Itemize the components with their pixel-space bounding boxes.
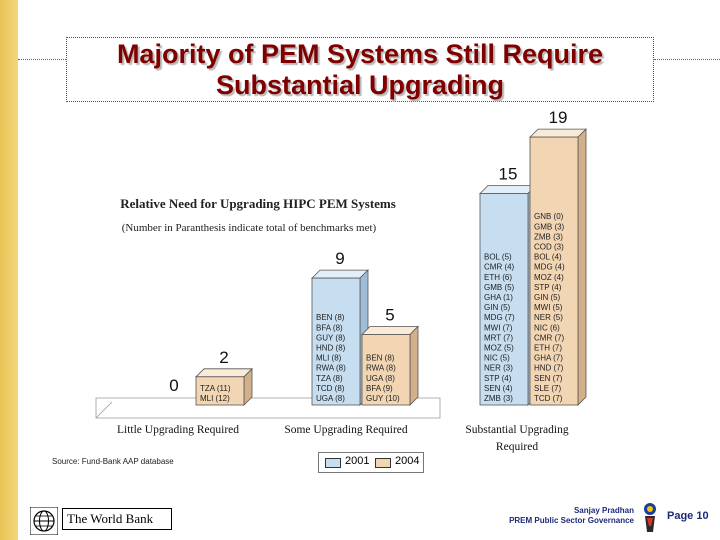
slide-title-line-1: Majority of PEM Systems Still Require (116, 39, 604, 69)
country-label-2001-1-8: UGA (8) (316, 394, 345, 403)
bar-side-2004-1 (409, 325, 419, 406)
country-label-2001-2-3: GMB (5) (484, 283, 515, 292)
title-rule-right (654, 59, 720, 60)
slide-title-line-2: Substantial Upgrading (215, 70, 504, 100)
country-label-2001-1-4: MLI (8) (316, 354, 342, 363)
world-bank-globe-icon (30, 507, 58, 535)
country-label-2004-2-4: BOL (4) (534, 253, 562, 262)
chart-subtitle: (Number in Paranthesis indicate total of… (122, 222, 377, 234)
country-label-2004-2-1: GMB (3) (534, 222, 565, 231)
country-label-2004-1-2: UGA (8) (366, 374, 395, 383)
chart-floor-edge (95, 401, 113, 419)
country-label-2004-1-1: RWA (8) (366, 364, 396, 373)
bar-side-2004-2 (577, 128, 587, 406)
country-label-2004-2-13: ETH (7) (534, 344, 562, 353)
source-note: Source: Fund-Bank AAP database (52, 457, 174, 466)
country-label-2004-2-7: STP (4) (534, 283, 562, 292)
bar-top-2004-2 (529, 128, 587, 138)
country-label-2001-2-4: GHA (1) (484, 293, 513, 302)
country-label-2001-2-12: STP (4) (484, 374, 512, 383)
country-label-2004-2-15: HND (7) (534, 364, 564, 373)
chart-floor-outline (95, 397, 441, 419)
country-label-2004-2-17: SLE (7) (534, 384, 561, 393)
presenter-name: Sanjay Pradhan (573, 506, 634, 515)
bar-2004-1 (361, 334, 411, 406)
country-label-2004-0-0: TZA (11) (200, 384, 231, 393)
label-layer: Relative Need for Upgrading HIPC PEM Sys… (117, 108, 569, 453)
country-label-2004-0-1: MLI (12) (200, 394, 230, 403)
bar-2004-0 (195, 376, 245, 406)
country-label-2001-2-0: BOL (5) (484, 253, 512, 262)
value-label-2001-0: 0 (169, 376, 178, 395)
country-label-2001-2-13: SEN (4) (484, 384, 513, 393)
country-label-2001-2-2: ETH (6) (484, 273, 512, 282)
value-label-2004-1: 5 (385, 306, 394, 325)
country-label-2004-2-3: COD (3) (534, 243, 564, 252)
country-label-2001-1-3: HND (8) (316, 344, 346, 353)
country-label-2001-2-5: GIN (5) (484, 303, 511, 312)
country-label-2004-2-11: NIC (6) (534, 323, 560, 332)
presenter-title: PREM Public Sector Governance (509, 516, 634, 525)
country-label-2004-2-6: MOZ (4) (534, 273, 564, 282)
legend-swatch-2001 (325, 458, 341, 468)
country-label-2001-2-7: MWI (7) (484, 323, 513, 332)
country-label-2001-1-5: RWA (8) (316, 364, 346, 373)
country-label-2004-1-3: BFA (9) (366, 384, 393, 393)
country-label-2001-2-9: MOZ (5) (484, 344, 514, 353)
person-figure-icon (644, 503, 656, 532)
country-label-2004-2-9: MWI (5) (534, 303, 563, 312)
country-label-2004-2-5: MDG (4) (534, 263, 565, 272)
bar-2001-1 (311, 277, 361, 406)
category-label-2-line-2: Required (496, 441, 538, 453)
bar-2001-2 (479, 193, 529, 406)
world-bank-logo-text: The World Bank (62, 508, 172, 530)
bar-top-2004-1 (361, 326, 419, 335)
bar-top-2004-0 (195, 368, 253, 378)
country-label-2001-1-0: BEN (8) (316, 313, 345, 322)
country-label-2004-2-0: GNB (0) (534, 212, 564, 221)
bar-top-2001-1 (311, 269, 369, 279)
country-label-2001-2-14: ZMB (3) (484, 394, 513, 403)
country-label-2001-2-8: MRT (7) (484, 333, 513, 342)
country-label-2001-1-1: BFA (8) (316, 323, 343, 332)
country-label-2004-2-18: TCD (7) (534, 394, 563, 403)
slide-title-box: Majority of PEM Systems Still Require Su… (66, 37, 654, 102)
bar-layer (195, 128, 587, 406)
country-label-2004-1-4: GUY (10) (366, 394, 400, 403)
country-label-2001-2-6: MDG (7) (484, 313, 515, 322)
country-label-2004-2-8: GIN (5) (534, 293, 561, 302)
country-label-2001-1-7: TCD (8) (316, 384, 345, 393)
country-label-2004-2-14: GHA (7) (534, 354, 563, 363)
page-number: Page 10 (667, 510, 709, 522)
chart-legend: 2001 2004 (318, 452, 424, 473)
bar-2004-2 (529, 136, 579, 406)
category-label-1: Some Upgrading Required (284, 424, 408, 436)
country-label-2001-2-10: NIC (5) (484, 354, 510, 363)
bar-top-2001-2 (479, 185, 537, 194)
country-label-2004-2-2: ZMB (3) (534, 232, 563, 241)
category-label-2-line-1: Substantial Upgrading (465, 424, 568, 436)
legend-label-2004: 2004 (395, 455, 420, 467)
country-label-2004-2-10: NER (5) (534, 313, 563, 322)
left-accent-bar (0, 0, 18, 540)
value-label-2001-1: 9 (335, 249, 344, 268)
country-label-2001-2-1: CMR (4) (484, 263, 515, 272)
legend-swatch-2004 (375, 458, 391, 468)
value-label-2004-0: 2 (219, 348, 228, 367)
title-rule-left (18, 59, 66, 60)
country-label-2004-1-0: BEN (8) (366, 354, 395, 363)
country-label-2001-2-11: NER (3) (484, 364, 513, 373)
country-label-2001-1-2: GUY (8) (316, 333, 346, 342)
country-label-2004-2-12: CMR (7) (534, 333, 565, 342)
chart-title: Relative Need for Upgrading HIPC PEM Sys… (120, 196, 396, 211)
country-label-2001-1-6: TZA (8) (316, 374, 343, 383)
legend-label-2001: 2001 (345, 455, 370, 467)
country-label-2004-2-16: SEN (7) (534, 374, 563, 383)
value-label-2001-2: 15 (499, 165, 518, 184)
presenter-block: Sanjay Pradhan PREM Public Sector Govern… (470, 506, 634, 526)
category-label-0: Little Upgrading Required (117, 424, 239, 436)
value-label-2004-2: 19 (549, 108, 568, 127)
